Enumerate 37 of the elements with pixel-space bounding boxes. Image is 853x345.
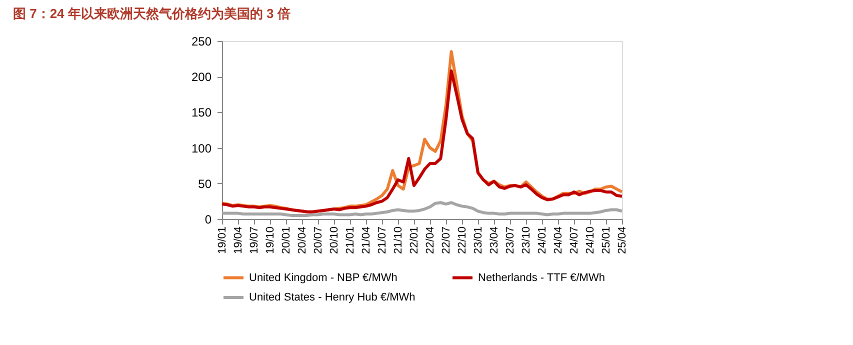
x-tick-label: 25/04 — [616, 226, 628, 254]
x-tick-label: 22/10 — [456, 226, 468, 254]
chart-title: 图 7：24 年以来欧洲天然气价格约为美国的 3 倍 — [12, 6, 290, 21]
x-tick-label: 23/07 — [504, 226, 516, 254]
legend-label: United Kingdom - NBP €/MWh — [249, 272, 398, 284]
x-tick-label: 19/04 — [232, 226, 244, 254]
legend-label: Netherlands - TTF €/MWh — [478, 272, 605, 284]
x-tick-label: 23/01 — [472, 226, 484, 254]
x-tick-label: 20/07 — [312, 226, 324, 254]
x-tick-label: 21/04 — [360, 226, 372, 254]
legend-label: United States - Henry Hub €/MWh — [249, 292, 416, 304]
x-tick-label: 22/07 — [440, 226, 452, 254]
x-tick-label: 19/10 — [264, 226, 276, 254]
y-tick-label: 100 — [191, 141, 212, 156]
y-tick-label: 250 — [191, 34, 212, 48]
x-tick-label: 20/04 — [296, 226, 308, 254]
x-tick-label: 23/10 — [520, 226, 532, 254]
x-tick-label: 19/01 — [216, 226, 228, 254]
x-tick-label: 20/10 — [328, 226, 340, 254]
x-tick-label: 25/01 — [600, 226, 612, 254]
y-tick-label: 200 — [191, 70, 212, 84]
x-tick-label: 22/01 — [408, 226, 420, 254]
x-tick-label: 24/01 — [536, 226, 548, 254]
y-tick-label: 50 — [198, 176, 212, 191]
x-tick-label: 21/07 — [376, 226, 388, 254]
x-tick-label: 24/10 — [584, 226, 596, 254]
x-tick-label: 21/10 — [392, 226, 404, 254]
x-tick-label: 21/01 — [344, 226, 356, 254]
line-series — [220, 201, 624, 217]
x-tick-label: 19/07 — [248, 226, 260, 254]
x-tick-label: 23/04 — [488, 226, 500, 254]
x-tick-label: 22/04 — [424, 226, 436, 254]
x-tick-label: 20/01 — [280, 226, 292, 254]
x-tick-label: 24/07 — [568, 226, 580, 254]
y-tick-label: 0 — [204, 212, 212, 226]
x-tick-label: 24/04 — [552, 226, 564, 254]
y-tick-label: 150 — [191, 106, 212, 120]
